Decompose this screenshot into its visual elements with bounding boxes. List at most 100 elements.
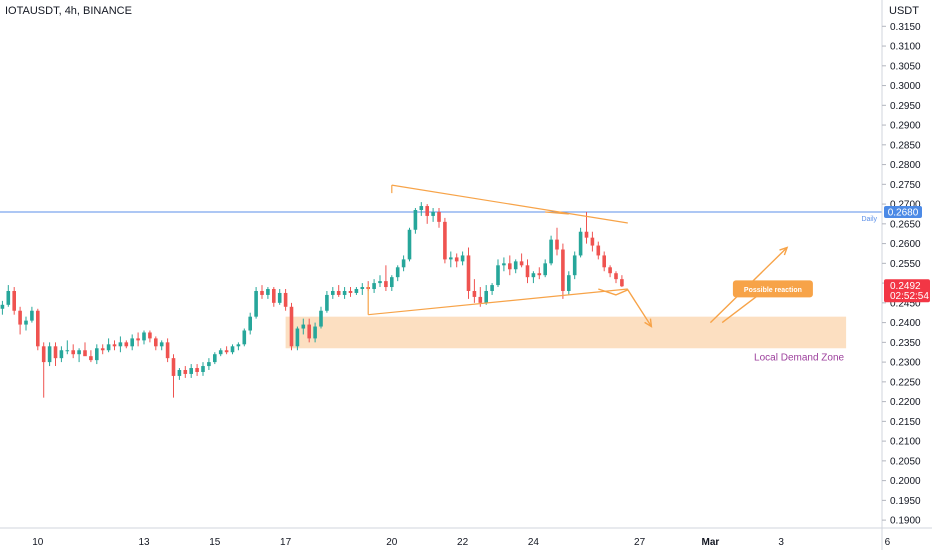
y-tick-label: 0.3100 <box>890 42 921 53</box>
candle-body <box>77 350 81 355</box>
y-tick-label: 0.2000 <box>890 476 921 487</box>
candle-body <box>89 356 93 361</box>
candle-body <box>472 290 477 297</box>
candle-body <box>578 231 583 256</box>
x-tick-label: 15 <box>209 537 221 548</box>
candle-body <box>100 348 105 351</box>
candle-body <box>596 245 601 256</box>
y-tick-label: 0.2450 <box>890 298 921 309</box>
y-tick-label: 0.2700 <box>890 200 921 211</box>
candle-body <box>230 346 235 353</box>
candle-body <box>118 342 123 347</box>
candle-body <box>254 290 258 317</box>
candle-body <box>148 332 152 339</box>
candle-body <box>395 267 400 278</box>
candle-body <box>112 344 117 347</box>
daily-level-tag-label: 0.2680 <box>888 207 919 218</box>
candle-body <box>531 273 536 278</box>
candle-body <box>484 290 488 303</box>
candle-body <box>549 239 553 264</box>
projection-up-arrow-head <box>779 246 789 256</box>
candle-body <box>224 350 229 353</box>
candle-body <box>65 350 70 352</box>
price-unit-label: USDT <box>889 5 919 17</box>
candle-body <box>342 290 347 295</box>
candle-body <box>608 267 612 274</box>
y-tick-label: 0.2050 <box>890 456 921 467</box>
y-tick-label: 0.2650 <box>890 219 921 230</box>
candle-body <box>36 310 40 347</box>
y-tick-label: 0.3050 <box>890 61 921 72</box>
candle-body <box>567 275 571 291</box>
x-tick-label: 17 <box>280 537 292 548</box>
demand-zone-label: Local Demand Zone <box>754 352 844 363</box>
y-tick-label: 0.2800 <box>890 160 921 171</box>
x-tick-label: 3 <box>778 537 784 548</box>
triangle-lower-trendline <box>368 288 628 316</box>
y-tick-label: 0.2150 <box>890 417 921 428</box>
candle-body <box>348 290 353 293</box>
candle-body <box>59 350 64 359</box>
demand-zone <box>285 316 847 349</box>
candle-body <box>248 316 252 331</box>
candle-body <box>242 330 247 345</box>
candle-body <box>236 344 241 347</box>
x-tick-label: 6 <box>885 537 891 548</box>
candle-body <box>201 366 205 372</box>
candle-body <box>154 338 158 347</box>
candle-body <box>213 354 217 363</box>
candle-body <box>425 206 429 216</box>
candle-body <box>47 346 52 363</box>
candle-body <box>136 338 140 341</box>
candle-body <box>413 210 418 230</box>
x-tick-label: 27 <box>634 537 646 548</box>
candle-body <box>24 320 28 325</box>
candle-body <box>165 342 170 359</box>
candle-body <box>620 279 624 287</box>
y-tick-label: 0.2400 <box>890 318 921 329</box>
possible-reaction-callout <box>732 280 813 298</box>
candle-body <box>372 283 376 290</box>
candle-body <box>401 259 406 268</box>
y-tick-label: 0.2300 <box>890 358 921 369</box>
candle-body <box>325 294 329 311</box>
current-price-tag <box>884 279 930 303</box>
candle-body <box>272 289 276 303</box>
candle-body <box>584 231 589 238</box>
candle-body <box>336 290 341 295</box>
candle-body <box>519 261 524 266</box>
y-tick-label: 0.2900 <box>890 121 921 132</box>
candle-body <box>177 370 182 376</box>
y-tick-label: 0.2950 <box>890 101 921 112</box>
candle-body <box>83 350 87 357</box>
x-tick-label: Mar <box>702 537 720 548</box>
candle-body <box>555 239 559 250</box>
candle-body <box>30 310 34 321</box>
candle-body <box>590 237 595 246</box>
y-tick-label: 0.2100 <box>890 437 921 448</box>
daily-level-label: Daily <box>861 216 877 223</box>
x-tick-label: 22 <box>457 537 469 548</box>
candle-body <box>106 344 111 351</box>
candle-body <box>189 368 193 374</box>
candle-body <box>183 370 188 374</box>
candle-body <box>53 346 58 359</box>
candle-body <box>407 229 412 260</box>
candle-body <box>496 265 500 286</box>
candle-body <box>449 257 453 260</box>
symbol-label: IOTAUSDT, 4h, BINANCE <box>5 5 132 17</box>
candle-body <box>260 290 264 295</box>
candle-body <box>289 306 294 347</box>
candle-body <box>460 255 465 262</box>
candle-body <box>313 326 317 339</box>
triangle-upper-trendline <box>391 184 628 224</box>
candle-body <box>159 342 164 347</box>
candle-countdown-label: 02:52:54 <box>890 291 929 302</box>
candle-body <box>466 255 471 291</box>
current-price-label: 0.2492 <box>890 281 921 292</box>
candle-body <box>277 292 282 303</box>
candle-body <box>478 296 483 303</box>
y-tick-label: 0.2200 <box>890 397 921 408</box>
y-tick-label: 0.2850 <box>890 140 921 151</box>
